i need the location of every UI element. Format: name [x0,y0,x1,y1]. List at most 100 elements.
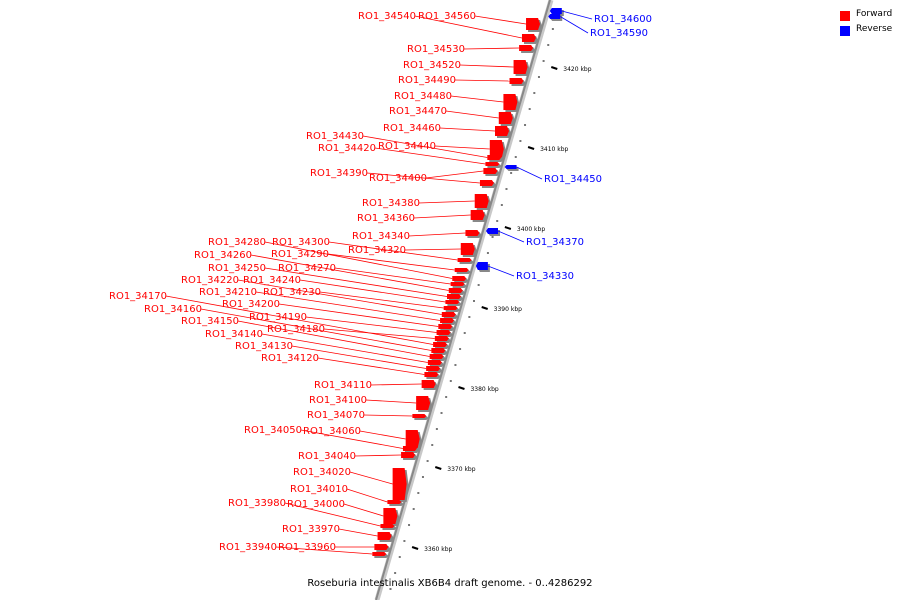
gene-ro1-34300-label: RO1_34300 [272,237,330,248]
scale-tick-label: 3410 kbp [540,146,568,153]
gene-ro1-34390-feature [479,180,494,186]
minor-tick [445,396,448,398]
gene-ro1-34150-feature [429,354,444,359]
gene-ro1-34480-leader [450,95,504,103]
gene-ro1-34050-label: RO1_34050 [244,425,302,436]
minor-tick [440,412,443,414]
minor-tick [412,508,415,510]
gene-ro1-34150-leader [237,320,430,357]
gene-ro1-33980-label: RO1_33980 [228,498,286,509]
gene-ro1-34420-leader [374,147,486,165]
gene-ro1-34040-leader [354,454,402,457]
gene-ro1-34110-label: RO1_34110 [314,380,372,391]
gene-ro1-34020-feature [392,468,407,500]
gene-ro1-34320-feature [460,243,475,255]
gene-ro1-34110-feature [421,380,436,388]
gene-ro1-34190-leader [305,316,437,333]
gene-ro1-34170-feature [433,342,448,347]
gene-ro1-34420-label: RO1_34420 [318,143,376,154]
minor-tick [398,556,401,558]
gene-ro1-34130-label: RO1_34130 [235,341,293,352]
scale-tick-label: 3360 kbp [424,546,452,553]
gene-ro1-34140-leader [261,333,428,363]
gene-ro1-34490-leader [454,79,510,82]
gene-ro1-34230-leader [319,291,444,309]
gene-ro1-34010-leader [346,488,388,503]
gene-ro1-34000-feature [383,508,398,524]
minor-tick [454,364,457,366]
gene-ro1-34330-feature [475,262,488,270]
gene-ro1-34180-leader [323,328,435,339]
gene-ro1-34240-feature [445,300,460,304]
gene-ro1-34450-label: RO1_34450 [544,174,602,185]
minor-tick [459,348,462,350]
scale-tick [550,66,558,70]
gene-ro1-34200-feature [438,324,453,329]
gene-ro1-34440-leader [434,145,490,150]
gene-ro1-33970-label: RO1_33970 [282,524,340,535]
gene-ro1-34140-feature [427,360,442,365]
gene-ro1-34540-leader [414,15,523,39]
gene-ro1-34290-feature [454,268,469,272]
gene-ro1-34180-label: RO1_34180 [267,324,325,335]
gene-ro1-34370-leader [497,230,525,243]
gene-ro1-34590-label: RO1_34590 [590,28,648,39]
gene-ro1-34520-label: RO1_34520 [403,60,461,71]
gene-ro1-34290-leader [327,253,455,271]
gene-ro1-34280-label: RO1_34280 [208,237,266,248]
gene-ro1-34230-label: RO1_34230 [263,287,321,298]
gene-ro1-34210-leader [255,291,441,321]
gene-ro1-34270-leader [334,267,451,285]
gene-ro1-34520-leader [459,64,514,68]
gene-ro1-34020-label: RO1_34020 [293,467,351,478]
gene-ro1-34240-label: RO1_34240 [243,275,301,286]
gene-ro1-34460-leader [439,127,496,132]
gene-ro1-34100-label: RO1_34100 [309,395,367,406]
minor-tick [547,44,550,46]
gene-ro1-34370-feature [486,228,499,234]
minor-tick [463,332,466,334]
gene-ro1-34170-label: RO1_34170 [109,291,167,302]
gene-ro1-34470-leader [445,110,499,119]
gene-ro1-34210-feature [440,318,455,323]
minor-tick [519,140,522,142]
scale-tick [527,146,535,150]
gene-ro1-34220-feature [441,312,456,317]
gene-ro1-34420-feature [485,162,500,166]
gene-ro1-34020-leader [349,471,393,485]
gene-ro1-34330-leader [487,265,515,277]
scale-tick-label: 3420 kbp [563,66,591,73]
scale-tick-label: 3370 kbp [447,466,475,473]
gene-ro1-33940-feature [372,552,387,556]
gene-ro1-34530-feature [519,45,534,51]
backbone-line [375,0,551,601]
gene-ro1-34430-leader [362,135,488,158]
gene-ro1-34320-leader [404,248,461,251]
gene-ro1-34360-label: RO1_34360 [357,213,415,224]
gene-ro1-34210-label: RO1_34210 [199,287,257,298]
gene-ro1-34180-feature [434,336,449,341]
minor-tick [524,124,527,126]
gene-ro1-34340-feature [465,230,480,236]
gene-ro1-34120-leader [317,357,425,375]
gene-ro1-33970-leader [338,528,378,537]
gene-ro1-34470-label: RO1_34470 [389,106,447,117]
gene-ro1-34060-leader [359,430,406,440]
gene-ro1-33980-leader [284,502,381,527]
gene-ro1-33960-label: RO1_33960 [278,542,336,553]
gene-ro1-34600-leader [561,10,593,20]
minor-tick [473,300,475,302]
gene-ro1-34150-label: RO1_34150 [181,316,239,327]
minor-tick [421,476,424,478]
scale-tick-label: 3400 kbp [517,226,545,233]
minor-tick [500,204,503,206]
gene-ro1-34120-feature [424,372,439,377]
gene-ro1-34260-label: RO1_34260 [194,250,252,261]
gene-ro1-34270-feature [450,282,465,286]
gene-ro1-34040-label: RO1_34040 [298,451,356,462]
gene-ro1-34190-feature [436,330,451,335]
minor-tick [449,380,452,382]
gene-ro1-34480-feature [503,94,518,110]
minor-tick [551,28,554,30]
